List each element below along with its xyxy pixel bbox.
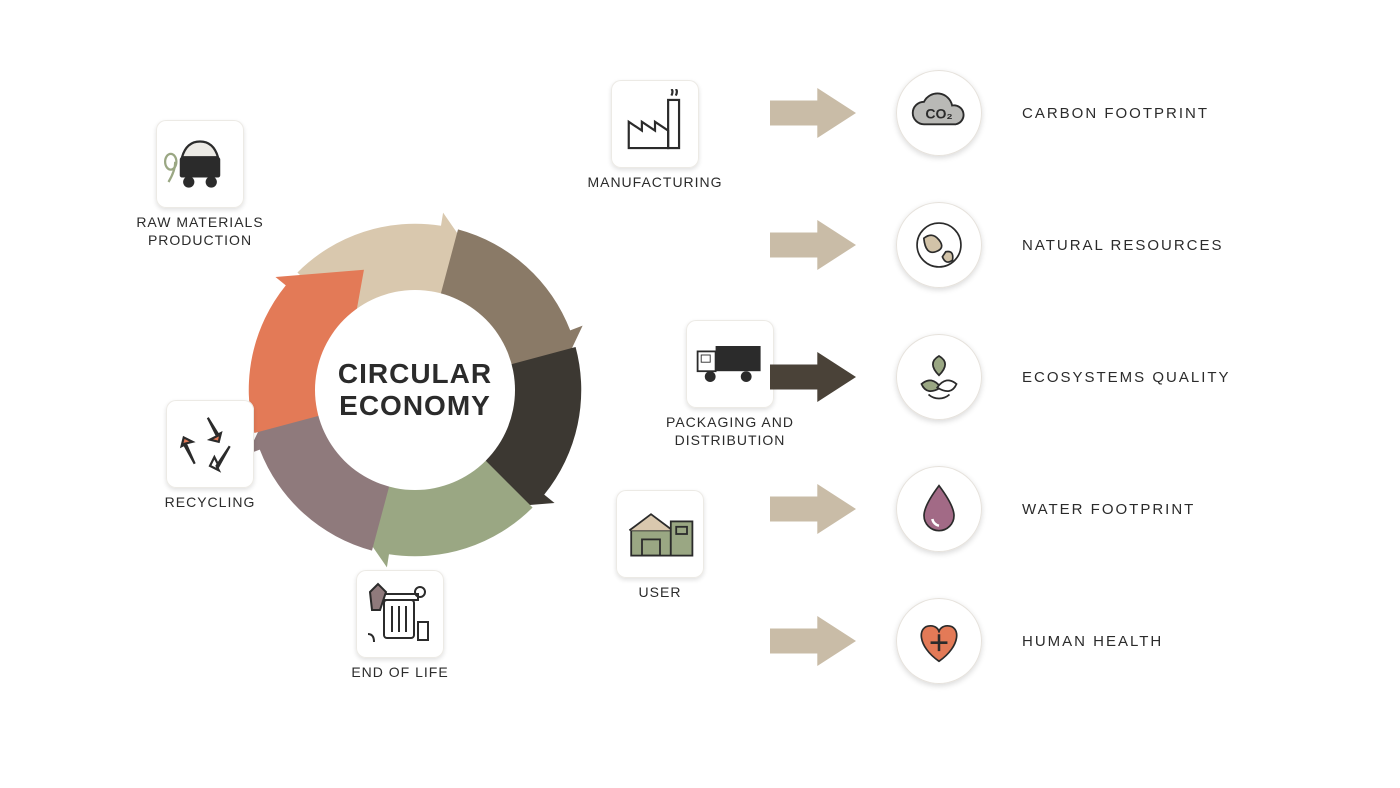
impact-arrow-icon: [770, 88, 856, 138]
stage-raw: RAW MATERIALS PRODUCTION: [100, 120, 300, 249]
stage-user: USER: [560, 490, 760, 602]
circular-ring: CIRCULAR ECONOMY: [225, 200, 605, 580]
leaves-icon: [896, 334, 982, 420]
impact-label: NATURAL RESOURCES: [1022, 237, 1224, 254]
truck-icon: [686, 320, 774, 408]
svg-text:CO₂: CO₂: [925, 106, 952, 122]
infographic-canvas: CIRCULAR ECONOMY RAW MATERIALS PRODUCTIO…: [0, 0, 1400, 788]
stage-mfg: MANUFACTURING: [555, 80, 755, 192]
drop-icon: [896, 466, 982, 552]
factory-icon: [611, 80, 699, 168]
stage-label: END OF LIFE: [300, 664, 500, 682]
center-line2: ECONOMY: [338, 390, 492, 422]
stage-label: MANUFACTURING: [555, 174, 755, 192]
impact-row-globe: NATURAL RESOURCES: [770, 202, 1370, 288]
impact-arrow-icon: [770, 616, 856, 666]
minecart-icon: [156, 120, 244, 208]
globe-icon: [896, 202, 982, 288]
impact-row-drop: WATER FOOTPRINT: [770, 466, 1370, 552]
impact-label: ECOSYSTEMS QUALITY: [1022, 369, 1231, 386]
stage-label: RECYCLING: [110, 494, 310, 512]
center-title: CIRCULAR ECONOMY: [315, 290, 515, 490]
impact-arrow-icon: [770, 352, 856, 402]
impact-row-leaves: ECOSYSTEMS QUALITY: [770, 334, 1370, 420]
impact-label: HUMAN HEALTH: [1022, 633, 1163, 650]
house-icon: [616, 490, 704, 578]
center-line1: CIRCULAR: [338, 358, 492, 390]
stage-eol: END OF LIFE: [300, 570, 500, 682]
recycle-icon: [166, 400, 254, 488]
impacts-column: CO₂ CARBON FOOTPRINT NATURAL RESOURCES: [770, 70, 1370, 684]
co2-icon: CO₂: [896, 70, 982, 156]
stage-label: RAW MATERIALS PRODUCTION: [100, 214, 300, 249]
stage-label: USER: [560, 584, 760, 602]
stage-recy: RECYCLING: [110, 400, 310, 512]
impact-row-co2: CO₂ CARBON FOOTPRINT: [770, 70, 1370, 156]
trash-icon: [356, 570, 444, 658]
impact-label: CARBON FOOTPRINT: [1022, 105, 1209, 122]
impact-row-heart: HUMAN HEALTH: [770, 598, 1370, 684]
heart-icon: [896, 598, 982, 684]
impact-label: WATER FOOTPRINT: [1022, 501, 1195, 518]
impact-arrow-icon: [770, 484, 856, 534]
impact-arrow-icon: [770, 220, 856, 270]
